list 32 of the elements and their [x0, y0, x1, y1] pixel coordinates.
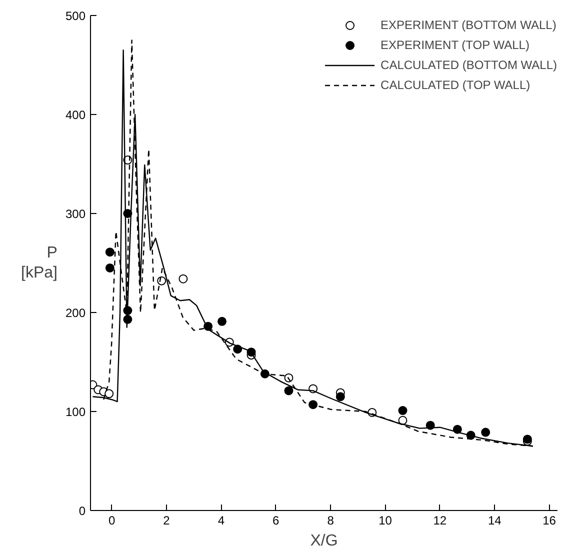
point	[105, 248, 114, 257]
legend-label: CALCULATED (TOP WALL)	[380, 78, 530, 92]
y-tick-label: 200	[65, 306, 86, 320]
legend-label: EXPERIMENT (TOP WALL)	[380, 38, 530, 52]
x-tick-label: 12	[433, 514, 447, 528]
point	[218, 316, 227, 326]
y-axis-title: P [kPa]	[21, 244, 58, 282]
y-tick-label: 400	[65, 108, 86, 122]
point	[104, 389, 114, 398]
x-tick-label: 0	[108, 514, 116, 528]
point	[336, 392, 345, 402]
legend-label: EXPERIMENT (BOTTOM WALL)	[380, 18, 556, 32]
y-tick-label: 0	[78, 504, 86, 518]
point	[398, 416, 408, 425]
point	[398, 406, 408, 415]
point	[308, 400, 318, 410]
x-tick-label: 8	[327, 514, 334, 528]
x-tick-label: 2	[163, 514, 170, 528]
x-tick-label: 6	[272, 514, 280, 528]
legend-label: CALCULATED (BOTTOM WALL)	[380, 58, 557, 72]
x-tick-label: 16	[542, 514, 556, 528]
x-tick-label: 4	[218, 514, 225, 528]
point	[284, 386, 294, 396]
x-axis-title: X/G	[310, 532, 338, 550]
y-tick-label: 300	[65, 207, 86, 221]
point	[178, 274, 188, 284]
point	[105, 263, 114, 272]
y-tick-label: 500	[65, 9, 86, 23]
x-tick-label: 14	[488, 514, 502, 528]
y-tick-label: 100	[65, 405, 86, 419]
x-tick-label: 10	[378, 514, 392, 528]
point	[481, 428, 490, 437]
